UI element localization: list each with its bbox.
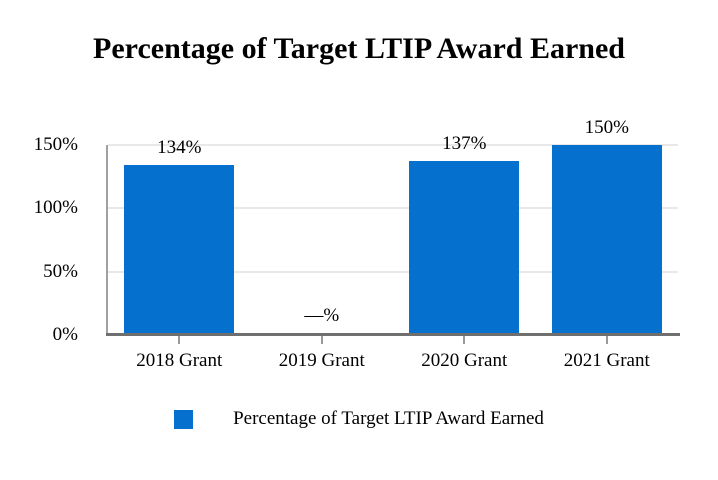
bar <box>551 145 662 335</box>
y-tick-label: 50% <box>43 260 78 282</box>
bar-data-label: 150% <box>584 117 629 138</box>
y-tick-label: 100% <box>33 197 78 219</box>
y-axis-line <box>106 145 108 336</box>
x-tick-label: 2020 Grant <box>421 350 508 371</box>
x-axis-line <box>106 333 680 336</box>
gridline <box>108 207 678 210</box>
bar <box>124 165 235 335</box>
legend-swatch <box>174 409 194 429</box>
gridline <box>108 144 678 146</box>
bar-data-label: —% <box>304 305 340 326</box>
x-axis-tick <box>605 336 608 344</box>
x-axis-tick <box>320 336 323 344</box>
chart-title: Percentage of Target LTIP Award Earned <box>93 32 625 65</box>
bar-data-label: 134% <box>157 137 202 159</box>
gridline <box>108 270 678 273</box>
y-tick-label: 150% <box>33 134 78 155</box>
legend-label: Percentage of Target LTIP Award Earned <box>233 408 544 429</box>
x-tick-label: 2018 Grant <box>136 350 223 371</box>
x-axis-tick <box>463 336 466 344</box>
y-tick-label: 0% <box>52 324 78 345</box>
x-tick-label: 2019 Grant <box>278 350 365 371</box>
legend: Percentage of Target LTIP Award Earned <box>0 406 718 432</box>
bar-data-label: 137% <box>442 133 487 155</box>
bar <box>409 161 520 335</box>
x-tick-label: 2021 Grant <box>563 350 650 371</box>
x-axis-tick <box>178 336 181 344</box>
